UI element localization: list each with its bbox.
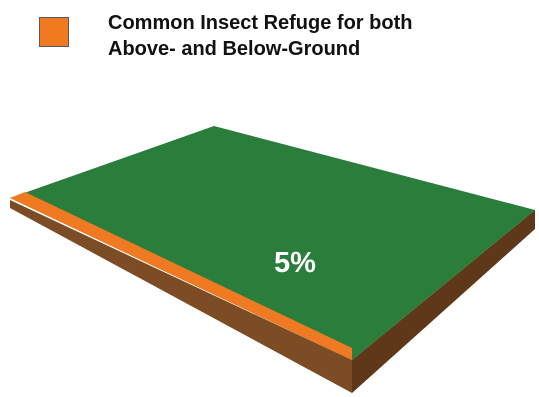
legend-label-line-1: Common Insect Refuge for both <box>108 12 413 34</box>
soil-front-side <box>10 200 352 393</box>
refuge-percent-label: 5% <box>274 247 316 279</box>
legend-label-line-2: Above- and Below-Ground <box>108 38 361 60</box>
field-diagram-svg: 5% <box>10 126 535 393</box>
soil-right-side <box>352 210 535 393</box>
refuge-legend-swatch <box>39 17 69 47</box>
refuge-strip <box>10 192 352 360</box>
legend-label: Common Insect Refuge for both Above- and… <box>108 10 528 62</box>
field-diagram: 5% <box>0 110 539 397</box>
legend: Common Insect Refuge for both Above- and… <box>36 8 531 72</box>
green-field-top <box>10 126 535 360</box>
